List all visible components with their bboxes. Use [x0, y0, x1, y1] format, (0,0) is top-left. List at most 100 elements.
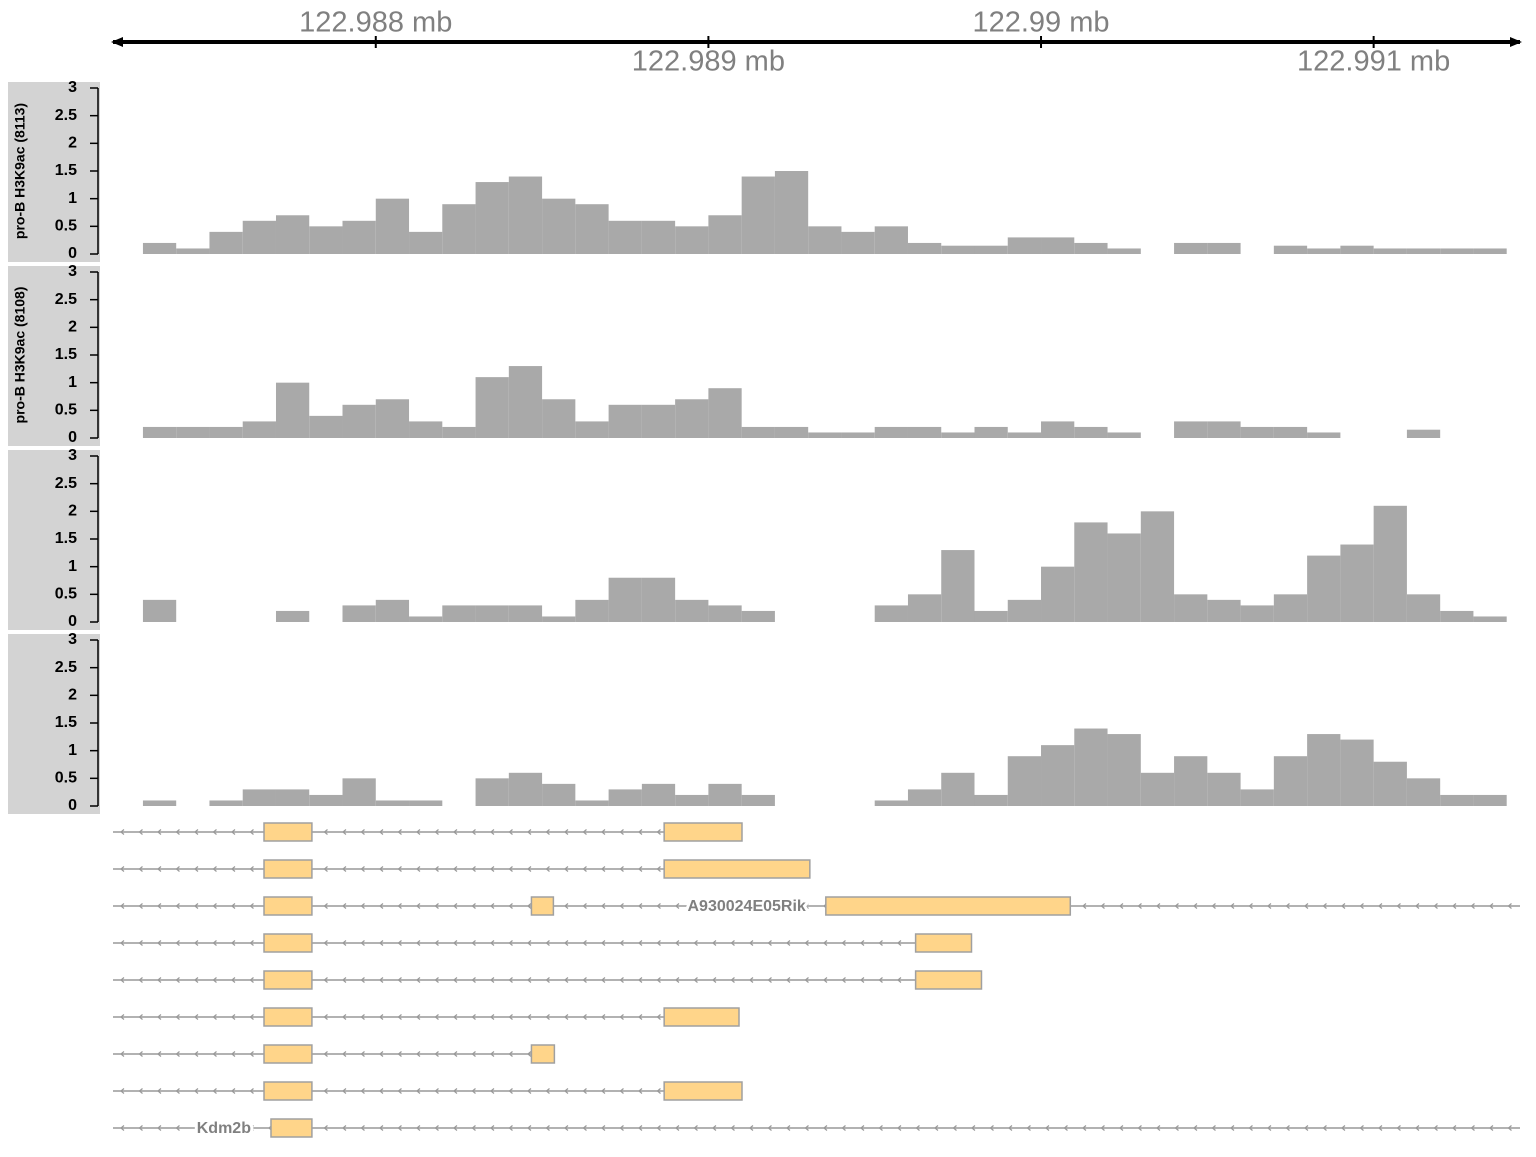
track-title: pro-B H3K9ac (8108): [12, 287, 28, 424]
strand-arrow: [471, 903, 476, 909]
strand-arrow: [1359, 903, 1364, 909]
strand-arrow: [138, 1051, 143, 1057]
strand-arrow: [619, 940, 624, 946]
strand-arrow: [915, 1125, 920, 1131]
strand-arrow: [157, 940, 162, 946]
strand-arrow: [508, 903, 513, 909]
strand-arrow: [231, 1014, 236, 1020]
y-tick-label: 1.5: [55, 346, 77, 363]
strand-arrow: [545, 829, 550, 835]
coverage-bar: [1041, 566, 1075, 622]
strand-arrow: [1100, 1125, 1105, 1131]
strand-arrow: [175, 903, 180, 909]
coverage-bar: [176, 248, 210, 254]
strand-arrow: [397, 940, 402, 946]
strand-arrow: [1248, 1125, 1253, 1131]
strand-arrow: [490, 1014, 495, 1020]
y-tick-label: 1.5: [55, 714, 77, 731]
strand-arrow: [471, 829, 476, 835]
strand-arrow: [749, 940, 754, 946]
strand-arrow: [138, 903, 143, 909]
strand-arrow: [453, 829, 458, 835]
strand-arrow: [1082, 903, 1087, 909]
strand-arrow: [1137, 903, 1142, 909]
strand-arrow: [989, 1125, 994, 1131]
strand-arrow: [527, 940, 532, 946]
strand-arrow: [712, 1125, 717, 1131]
coverage-bar: [641, 404, 676, 438]
strand-arrow: [453, 1051, 458, 1057]
strand-arrow: [545, 866, 550, 872]
strand-arrow: [1267, 903, 1272, 909]
strand-arrow: [120, 977, 125, 983]
coverage-bar: [1207, 772, 1241, 806]
coverage-bar: [1440, 794, 1474, 806]
strand-arrow: [545, 977, 550, 983]
strand-arrow: [804, 940, 809, 946]
strand-arrow: [138, 1014, 143, 1020]
strand-arrow: [194, 1088, 199, 1094]
strand-arrow: [379, 829, 384, 835]
strand-arrow: [342, 977, 347, 983]
strand-arrow: [342, 866, 347, 872]
exon: [530, 1044, 556, 1064]
strand-arrow: [786, 977, 791, 983]
strand-arrow: [582, 866, 587, 872]
strand-arrow: [120, 1088, 125, 1094]
coverage-bar: [1440, 248, 1474, 254]
strand-arrow: [952, 1125, 957, 1131]
strand-arrow: [342, 1014, 347, 1020]
y-tick-label: 3: [68, 263, 77, 280]
strand-arrow: [157, 903, 162, 909]
strand-arrow: [619, 829, 624, 835]
coverage-bar: [1340, 739, 1374, 806]
coverage-bar: [542, 399, 576, 438]
strand-arrow: [638, 903, 643, 909]
strand-arrow: [490, 977, 495, 983]
strand-arrow: [360, 1125, 365, 1131]
exon: [270, 1118, 313, 1138]
strand-arrow: [490, 829, 495, 835]
strand-arrow: [138, 866, 143, 872]
strand-arrow: [601, 866, 606, 872]
coverage-bar: [275, 789, 310, 806]
y-tick-label: 2: [68, 135, 77, 152]
coverage-bar: [342, 778, 376, 806]
strand-arrow: [323, 1014, 328, 1020]
coverage-bar: [508, 366, 543, 438]
exon: [263, 1044, 313, 1064]
strand-arrow: [416, 1051, 421, 1057]
strand-arrow: [545, 1014, 550, 1020]
track-title-panel: [8, 266, 100, 446]
strand-arrow: [527, 866, 532, 872]
strand-arrow: [1008, 1125, 1013, 1131]
coverage-bar: [1140, 511, 1175, 622]
strand-arrow: [231, 940, 236, 946]
strand-arrow: [860, 1125, 865, 1131]
strand-arrow: [416, 1125, 421, 1131]
strand-arrow: [582, 977, 587, 983]
strand-arrow: [138, 940, 143, 946]
strand-arrow: [656, 940, 661, 946]
strand-arrow: [841, 940, 846, 946]
strand-arrow: [360, 977, 365, 983]
coverage-bar: [1074, 522, 1108, 622]
strand-arrow: [342, 1088, 347, 1094]
y-tick-label: 2: [68, 687, 77, 704]
strand-arrow: [194, 940, 199, 946]
strand-arrow: [1082, 1125, 1087, 1131]
coverage-bar: [907, 426, 942, 438]
coverage-bar: [575, 599, 609, 622]
coverage-bar: [1107, 734, 1141, 806]
strand-arrow: [471, 1051, 476, 1057]
y-tick-label: 2.5: [55, 107, 77, 124]
strand-arrow: [397, 977, 402, 983]
coverage-bar: [508, 176, 543, 254]
coverage-bar: [442, 605, 476, 622]
coverage-bar: [974, 426, 1008, 438]
coverage-bar: [741, 794, 775, 806]
coverage-bar: [309, 794, 343, 806]
coverage-bar: [342, 605, 376, 622]
coverage-bar: [1007, 432, 1042, 438]
